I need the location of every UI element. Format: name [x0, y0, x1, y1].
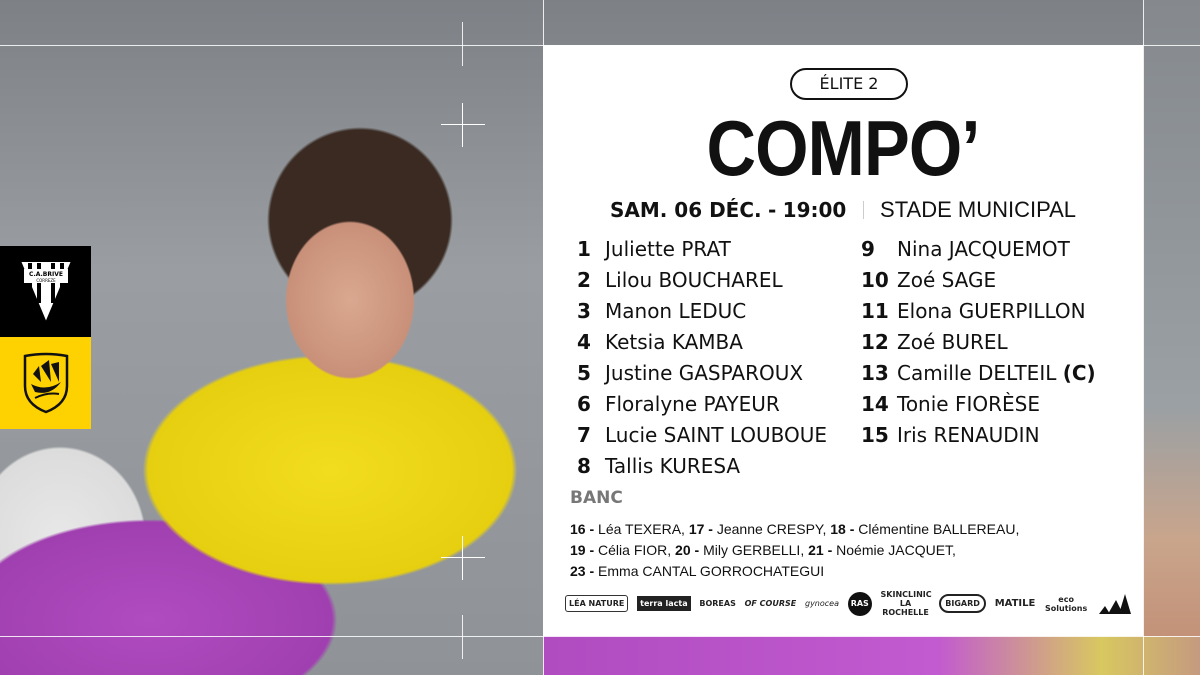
sponsor-ras-logo: RAS — [847, 591, 872, 616]
sponsor-adidas-logo — [1097, 592, 1131, 616]
sponsor-skinclinic-logo: SKINCLINIC LA ROCHELLE — [880, 590, 932, 617]
svg-text:C.A.BRIVE: C.A.BRIVE — [29, 271, 63, 278]
player-row: 15 Iris RENAUDIN — [861, 419, 1096, 450]
bench-name: Célia FIOR, — [598, 542, 672, 558]
brive-logo: C.A.BRIVE CORREZE ★ — [0, 246, 91, 337]
player-number: 13 — [861, 360, 889, 385]
background-photo-bottom — [543, 636, 1200, 675]
sponsor-boreas-logo: BOREAS — [699, 599, 736, 608]
match-time: 19:00 — [782, 198, 847, 222]
player-name: Tonie FIORÈSE — [897, 391, 1040, 416]
player-name: Nina JACQUEMOT — [897, 236, 1070, 261]
bench-number: 16 — [570, 521, 586, 537]
player-number: 2 — [577, 267, 591, 292]
sponsor-of-course-logo: OF COURSE — [744, 599, 797, 608]
player-row: 8 Tallis KURESA — [577, 450, 827, 481]
player-number: 3 — [577, 298, 591, 323]
player-name: Iris RENAUDIN — [897, 422, 1040, 447]
captain-badge: (C) — [1062, 360, 1096, 385]
bench-number: 20 — [675, 542, 691, 558]
player-row: 11 Elona GUERPILLON — [861, 295, 1096, 326]
match-date: SAM. 06 DÉC. — [609, 198, 762, 222]
bench-name: Léa TEXERA, — [598, 521, 685, 537]
player-name: Manon LEDUC — [605, 298, 747, 323]
sponsor-eco-solutions-logo: eco Solutions — [1045, 594, 1088, 613]
player-name: Zoé SAGE — [897, 267, 997, 292]
player-name: Floralyne PAYEUR — [605, 391, 780, 416]
player-number: 12 — [861, 329, 889, 354]
player-name: Elona GUERPILLON — [897, 298, 1086, 323]
player-name: Camille DELTEIL — [897, 360, 1057, 385]
player-row: 6 Floralyne PAYEUR — [577, 388, 827, 419]
bench-name: Emma CANTAL GORROCHATEGUI — [598, 563, 825, 579]
tick-mark — [462, 615, 463, 659]
bench-name: Noémie JACQUET, — [836, 542, 956, 558]
player-number: 10 — [861, 267, 889, 292]
frame-line-bottom — [0, 636, 1200, 637]
bench-number: 18 — [830, 521, 846, 537]
crosshair-icon — [441, 103, 485, 147]
bench-name: Clémentine BALLEREAU, — [858, 521, 1020, 537]
sponsor-matile-logo: MATILE — [994, 598, 1036, 609]
svg-text:★: ★ — [42, 286, 49, 295]
bench-number: 17 — [688, 521, 705, 537]
player-row: 2 Lilou BOUCHAREL — [577, 264, 827, 295]
player-name: Lucie SAINT LOUBOUE — [605, 422, 828, 447]
svg-text:CORREZE: CORREZE — [36, 278, 56, 283]
bench-list: 16 - Léa TEXERA, 17 - Jeanne CRESPY, 18 … — [570, 521, 1020, 579]
player-number: 6 — [577, 391, 591, 416]
player-name: Ketsia KAMBA — [605, 329, 743, 354]
starters-column-1: 1 Juliette PRAT 2 Lilou BOUCHAREL 3 Manon L… — [577, 233, 827, 481]
player-name: Justine GASPAROUX — [605, 360, 804, 385]
player-row: 1 Juliette PRAT — [577, 233, 827, 264]
player-row: 7 Lucie SAINT LOUBOUE — [577, 419, 827, 450]
bench-title: BANC — [570, 488, 623, 508]
player-row: 13 Camille DELTEIL (C) — [861, 357, 1096, 388]
player-row: 4 Ketsia KAMBA — [577, 326, 827, 357]
player-number: 15 — [861, 422, 889, 447]
competition-badge: ÉLITE 2 — [790, 68, 908, 100]
player-number: 11 — [861, 298, 889, 323]
player-name: Zoé BUREL — [897, 329, 1008, 354]
divider — [862, 201, 864, 219]
player-number: 8 — [577, 453, 591, 478]
bench-name: Jeanne CRESPY, — [716, 521, 827, 537]
club-logos: C.A.BRIVE CORREZE ★ — [0, 246, 91, 429]
player-name: Tallis KURESA — [605, 453, 741, 478]
tick-mark — [462, 22, 463, 66]
bench-number: 23 — [570, 563, 586, 579]
player-row: 5 Justine GASPAROUX — [577, 357, 827, 388]
player-row: 10 Zoé SAGE — [861, 264, 1096, 295]
bench-name: Mily GERBELLI, — [703, 542, 805, 558]
player-number: 5 — [577, 360, 591, 385]
player-number: 7 — [577, 422, 591, 447]
background-photo-right — [1143, 0, 1200, 675]
player-number: 4 — [577, 329, 591, 354]
lineup-panel: ÉLITE 2 COMPO’ SAM. 06 DÉC. - 19:00 STAD… — [543, 45, 1143, 636]
match-separator: - — [767, 198, 777, 222]
player-name: Lilou BOUCHAREL — [605, 267, 783, 292]
player-row: 3 Manon LEDUC — [577, 295, 827, 326]
player-number: 9 — [861, 236, 875, 261]
bench-number: 19 — [570, 542, 586, 558]
starters-column-2: 9 Nina JACQUEMOT 10 Zoé SAGE 11 Elona GUERP… — [861, 233, 1096, 450]
match-venue: STADE MUNICIPAL — [880, 197, 1077, 222]
player-row: 12 Zoé BUREL — [861, 326, 1096, 357]
player-row: 9 Nina JACQUEMOT — [861, 233, 1096, 264]
match-info: SAM. 06 DÉC. - 19:00 STADE MUNICIPAL — [543, 197, 1143, 223]
sponsor-terra-lacta-logo: terra lacta — [637, 596, 691, 611]
crosshair-icon — [441, 536, 485, 580]
sponsor-bar: LÉA NATURE terra lacta BOREAS OF COURSE … — [565, 590, 1131, 617]
sponsor-lea-nature-logo: LÉA NATURE — [565, 595, 629, 612]
player-row: 14 Tonie FIORÈSE — [861, 388, 1096, 419]
bench-number: 21 — [808, 542, 824, 558]
player-number: 14 — [861, 391, 889, 416]
page-title: COMPO’ — [706, 104, 980, 192]
sponsor-bigard-logo: BIGARD — [939, 594, 986, 613]
player-number: 1 — [577, 236, 591, 261]
la-rochelle-logo — [0, 337, 91, 429]
player-name: Juliette PRAT — [605, 236, 731, 261]
sponsor-gynocea-logo: gynocea — [804, 599, 839, 608]
frame-line-right — [1143, 0, 1144, 675]
